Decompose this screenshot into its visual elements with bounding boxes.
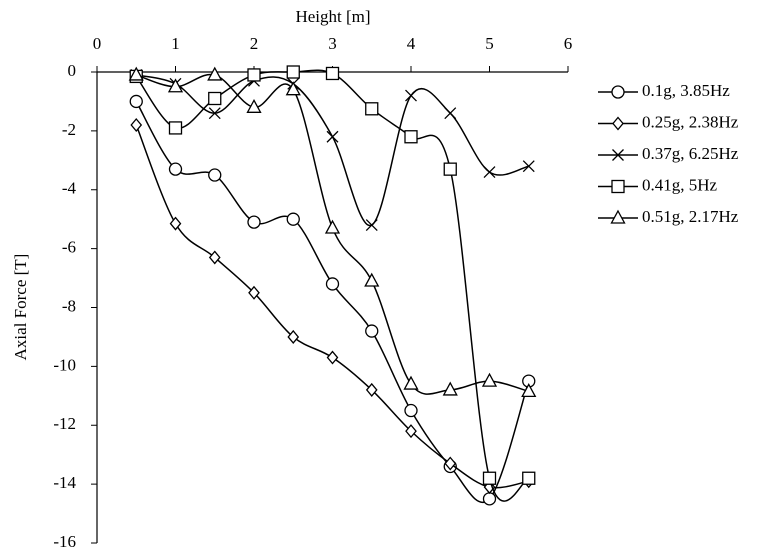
legend-label: 0.25g, 2.38Hz bbox=[642, 112, 739, 131]
x-tick-label: 2 bbox=[250, 34, 259, 53]
marker bbox=[287, 329, 300, 344]
marker bbox=[444, 107, 457, 120]
series-line bbox=[135, 124, 529, 489]
marker bbox=[246, 98, 262, 113]
marker bbox=[286, 212, 300, 226]
marker bbox=[208, 168, 222, 182]
marker bbox=[208, 107, 221, 120]
marker bbox=[129, 94, 143, 109]
x-tick-label: 0 bbox=[93, 34, 102, 53]
x-tick-label: 1 bbox=[171, 34, 180, 53]
y-tick-label: -16 bbox=[53, 532, 76, 551]
marker bbox=[611, 179, 625, 194]
y-axis-title: Axial Force [T] bbox=[11, 254, 30, 361]
x-tick-label: 4 bbox=[407, 34, 416, 53]
marker bbox=[405, 424, 417, 439]
legend-label: 0.37g, 6.25Hz bbox=[642, 144, 739, 163]
marker bbox=[611, 85, 625, 99]
x-tick-label: 5 bbox=[485, 34, 494, 53]
marker bbox=[482, 492, 497, 506]
marker bbox=[365, 219, 378, 232]
series-line bbox=[136, 74, 529, 226]
marker bbox=[325, 66, 340, 81]
marker bbox=[443, 162, 457, 176]
marker bbox=[481, 372, 498, 387]
marker bbox=[168, 121, 183, 135]
marker bbox=[405, 89, 417, 102]
marker bbox=[208, 250, 221, 265]
marker bbox=[483, 166, 496, 179]
marker bbox=[128, 66, 144, 81]
x-axis-title: Height [m] bbox=[295, 7, 370, 26]
marker bbox=[404, 130, 418, 144]
y-tick-label: -10 bbox=[53, 355, 76, 374]
marker bbox=[326, 130, 339, 143]
legend-label: 0.51g, 2.17Hz bbox=[642, 207, 739, 226]
marker bbox=[482, 471, 497, 485]
marker bbox=[168, 162, 183, 176]
marker bbox=[247, 215, 261, 229]
marker bbox=[612, 116, 624, 131]
marker bbox=[169, 216, 182, 231]
series-line bbox=[136, 73, 529, 395]
marker bbox=[404, 403, 418, 418]
marker bbox=[522, 471, 536, 485]
marker bbox=[208, 91, 222, 106]
marker bbox=[444, 456, 457, 471]
marker bbox=[207, 66, 223, 81]
marker bbox=[612, 149, 624, 161]
marker bbox=[325, 277, 340, 291]
marker bbox=[610, 209, 626, 224]
y-tick-label: 0 bbox=[68, 61, 77, 80]
legend-label: 0.1g, 3.85Hz bbox=[642, 81, 730, 100]
marker bbox=[167, 78, 184, 93]
y-tick-label: -14 bbox=[53, 473, 76, 492]
marker bbox=[365, 382, 378, 397]
marker bbox=[247, 68, 261, 82]
y-tick-label: -6 bbox=[62, 238, 76, 257]
marker bbox=[522, 160, 535, 173]
marker bbox=[442, 381, 458, 396]
marker bbox=[286, 65, 300, 79]
marker bbox=[324, 219, 341, 234]
x-tick-label: 3 bbox=[328, 34, 337, 53]
marker bbox=[326, 350, 339, 365]
series-line bbox=[135, 101, 530, 503]
y-tick-label: -2 bbox=[62, 120, 76, 139]
marker bbox=[130, 117, 143, 133]
legend-label: 0.41g, 5Hz bbox=[642, 175, 718, 194]
y-tick-label: -8 bbox=[62, 296, 76, 315]
marker bbox=[285, 81, 301, 96]
marker bbox=[365, 102, 379, 116]
marker bbox=[364, 272, 380, 287]
y-tick-label: -12 bbox=[53, 414, 76, 433]
marker bbox=[521, 383, 537, 398]
marker bbox=[403, 375, 419, 390]
marker bbox=[248, 285, 260, 300]
y-tick-label: -4 bbox=[62, 179, 77, 198]
x-tick-label: 6 bbox=[564, 34, 573, 53]
marker bbox=[365, 324, 379, 338]
